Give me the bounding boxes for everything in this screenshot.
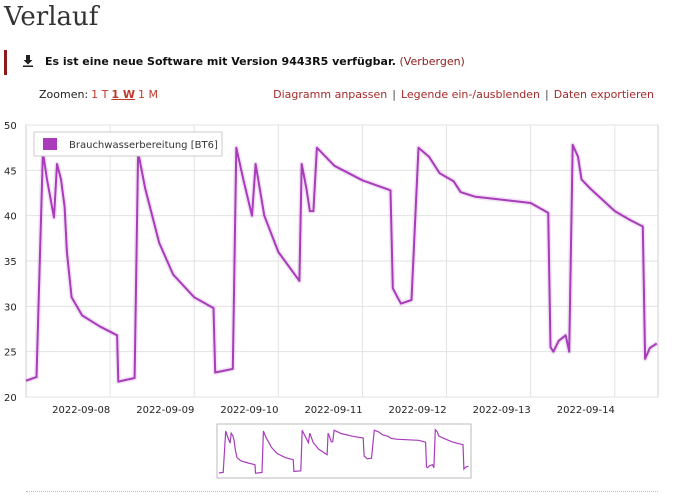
- separator: |: [545, 88, 549, 101]
- zoom-1-month[interactable]: 1 M: [138, 88, 158, 101]
- x-tick-label: 2022-09-08: [52, 405, 110, 416]
- x-tick-label: 2022-09-14: [557, 405, 615, 416]
- navigator-series: [218, 428, 469, 474]
- x-tick-label: 2022-09-11: [304, 405, 362, 416]
- chart-grid: [25, 124, 659, 398]
- chart-series: [25, 142, 659, 385]
- zoom-1-week[interactable]: 1 W: [111, 88, 135, 101]
- toggle-legend-link[interactable]: Legende ein-/ausblenden: [400, 88, 541, 101]
- customize-chart-link[interactable]: Diagramm anpassen: [273, 88, 388, 101]
- y-tick-label: 40: [4, 212, 17, 223]
- y-tick-label: 35: [4, 257, 17, 268]
- navigator-frame: [216, 423, 472, 479]
- y-tick-label: 50: [4, 121, 17, 132]
- download-icon: [23, 55, 33, 67]
- range-navigator[interactable]: [216, 423, 472, 479]
- y-tick-label: 45: [4, 166, 17, 177]
- series-line: [25, 143, 658, 383]
- chart-legend[interactable]: Brauchwasserbereitung [BT6]: [33, 131, 223, 157]
- separator: |: [392, 88, 396, 101]
- x-tick-label: 2022-09-10: [220, 405, 278, 416]
- y-tick-label: 20: [4, 393, 17, 404]
- update-message-row: Es ist eine neue Software mit Version 94…: [45, 55, 465, 68]
- export-data-link[interactable]: Daten exportieren: [553, 88, 654, 101]
- navigator-line: [218, 428, 469, 474]
- x-axis: 2022-09-08 2022-09-09 2022-09-10 2022-09-11…: [52, 405, 615, 416]
- legend-label: Brauchwasserbereitung [BT6]: [69, 140, 218, 151]
- update-notice: Es ist eine neue Software mit Version 94…: [4, 50, 664, 75]
- update-message: Es ist eine neue Software mit Version 94…: [45, 55, 396, 68]
- y-tick-label: 30: [4, 302, 17, 313]
- legend-swatch: [43, 138, 57, 150]
- hide-notice-link[interactable]: (Verbergen): [399, 55, 465, 68]
- x-tick-label: 2022-09-09: [136, 405, 194, 416]
- zoom-label: Zoomen:: [39, 88, 89, 101]
- y-axis: 20 25 30 35 40 45 50: [4, 121, 17, 404]
- y-tick-label: 25: [4, 348, 17, 359]
- zoom-1-day[interactable]: 1 T: [91, 88, 109, 101]
- chart-actions: Diagramm anpassen | Legende ein-/ausblende…: [273, 88, 654, 101]
- x-tick-label: 2022-09-12: [389, 405, 447, 416]
- divider: [26, 491, 658, 492]
- page-title: Verlauf: [4, 2, 99, 32]
- series-line-shadow: [25, 142, 659, 385]
- x-tick-label: 2022-09-13: [473, 405, 531, 416]
- legend-box: [33, 131, 223, 157]
